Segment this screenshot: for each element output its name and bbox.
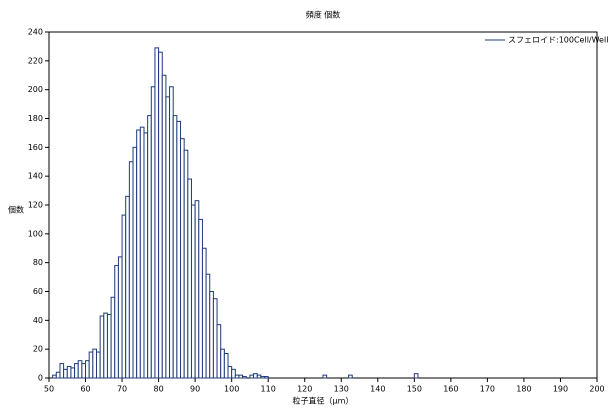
- bar: [201, 247, 207, 379]
- bar: [121, 214, 127, 379]
- x-tick-label: 70: [117, 385, 127, 394]
- x-tick-label: 110: [261, 385, 276, 394]
- chart-title: 頻度 個数: [306, 10, 341, 20]
- bar: [147, 115, 152, 379]
- y-tick-label: 140: [28, 172, 43, 181]
- bar: [198, 218, 203, 379]
- bar: [161, 74, 167, 379]
- y-tick-label: 20: [33, 345, 43, 354]
- y-tick-label: 160: [28, 143, 43, 152]
- x-tick-label: 60: [80, 385, 90, 394]
- x-tick-label: 120: [297, 385, 312, 394]
- bar: [74, 363, 79, 379]
- x-tick-label: 150: [407, 385, 422, 394]
- y-tick-label: 0: [38, 374, 43, 383]
- x-tick-label: 140: [370, 385, 385, 394]
- bar: [158, 51, 163, 379]
- y-tick-label: 80: [33, 258, 43, 267]
- bar: [194, 200, 200, 379]
- bar: [128, 161, 134, 379]
- bar: [85, 360, 90, 379]
- x-tick-label: 170: [480, 385, 495, 394]
- bar: [176, 120, 182, 379]
- bar: [59, 363, 65, 379]
- x-tick-label: 130: [334, 385, 349, 394]
- x-tick-label: 160: [443, 385, 458, 394]
- bar: [150, 86, 156, 379]
- bar: [132, 146, 138, 379]
- bar: [231, 368, 236, 379]
- bar: [227, 365, 233, 379]
- y-tick-label: 240: [28, 28, 43, 37]
- bar: [143, 132, 149, 379]
- bar: [165, 96, 171, 379]
- x-axis-label: 粒子直径（μm）: [293, 396, 354, 406]
- bar: [117, 256, 123, 379]
- bar: [322, 374, 328, 379]
- bar: [154, 47, 160, 379]
- bar: [256, 374, 262, 379]
- bar: [103, 312, 108, 379]
- bar: [190, 204, 196, 379]
- bar: [212, 298, 218, 379]
- x-tick-label: 100: [224, 385, 239, 394]
- bar: [187, 178, 192, 379]
- y-tick-label: 120: [28, 201, 43, 210]
- bar: [95, 351, 101, 379]
- bar: [66, 365, 72, 379]
- bar: [234, 374, 240, 379]
- bar: [238, 374, 244, 379]
- bar: [110, 296, 116, 379]
- bar: [172, 115, 178, 379]
- bar: [139, 126, 145, 379]
- bar: [81, 363, 87, 379]
- bar: [348, 374, 353, 379]
- y-tick-label: 220: [28, 56, 43, 65]
- bar: [205, 273, 211, 379]
- bar: [242, 376, 247, 379]
- bar: [70, 367, 76, 379]
- bar: [169, 86, 174, 379]
- x-tick-label: 180: [516, 385, 531, 394]
- bar: [209, 291, 214, 379]
- y-tick-label: 180: [28, 114, 43, 123]
- bar: [223, 352, 229, 379]
- bar: [77, 360, 83, 379]
- bar: [55, 371, 61, 379]
- bar: [136, 129, 141, 379]
- bar: [183, 149, 189, 379]
- bar: [63, 368, 68, 379]
- x-tick-label: 90: [190, 385, 200, 394]
- bar: [216, 324, 222, 379]
- bar: [106, 314, 112, 379]
- bar: [249, 374, 255, 379]
- bar: [52, 374, 57, 379]
- y-tick-label: 60: [33, 287, 43, 296]
- bar: [125, 195, 130, 379]
- bar: [260, 376, 266, 379]
- x-tick-label: 190: [553, 385, 568, 394]
- bar: [114, 265, 119, 379]
- bar: [88, 351, 94, 379]
- bar: [92, 348, 97, 379]
- y-tick-label: 40: [33, 316, 43, 325]
- x-tick-label: 50: [44, 385, 54, 394]
- y-tick-label: 100: [28, 229, 43, 238]
- x-tick-label: 200: [589, 385, 604, 394]
- bar: [99, 315, 105, 379]
- y-axis-label: 個数: [8, 205, 24, 215]
- bar: [180, 138, 185, 379]
- bar: [253, 373, 258, 379]
- bar: [264, 376, 269, 379]
- y-tick-label: 200: [28, 85, 43, 94]
- x-tick-label: 80: [154, 385, 164, 394]
- bar: [220, 348, 225, 379]
- bar: [413, 373, 419, 379]
- legend-label: スフェロイド:100Cell/Well: [508, 36, 608, 45]
